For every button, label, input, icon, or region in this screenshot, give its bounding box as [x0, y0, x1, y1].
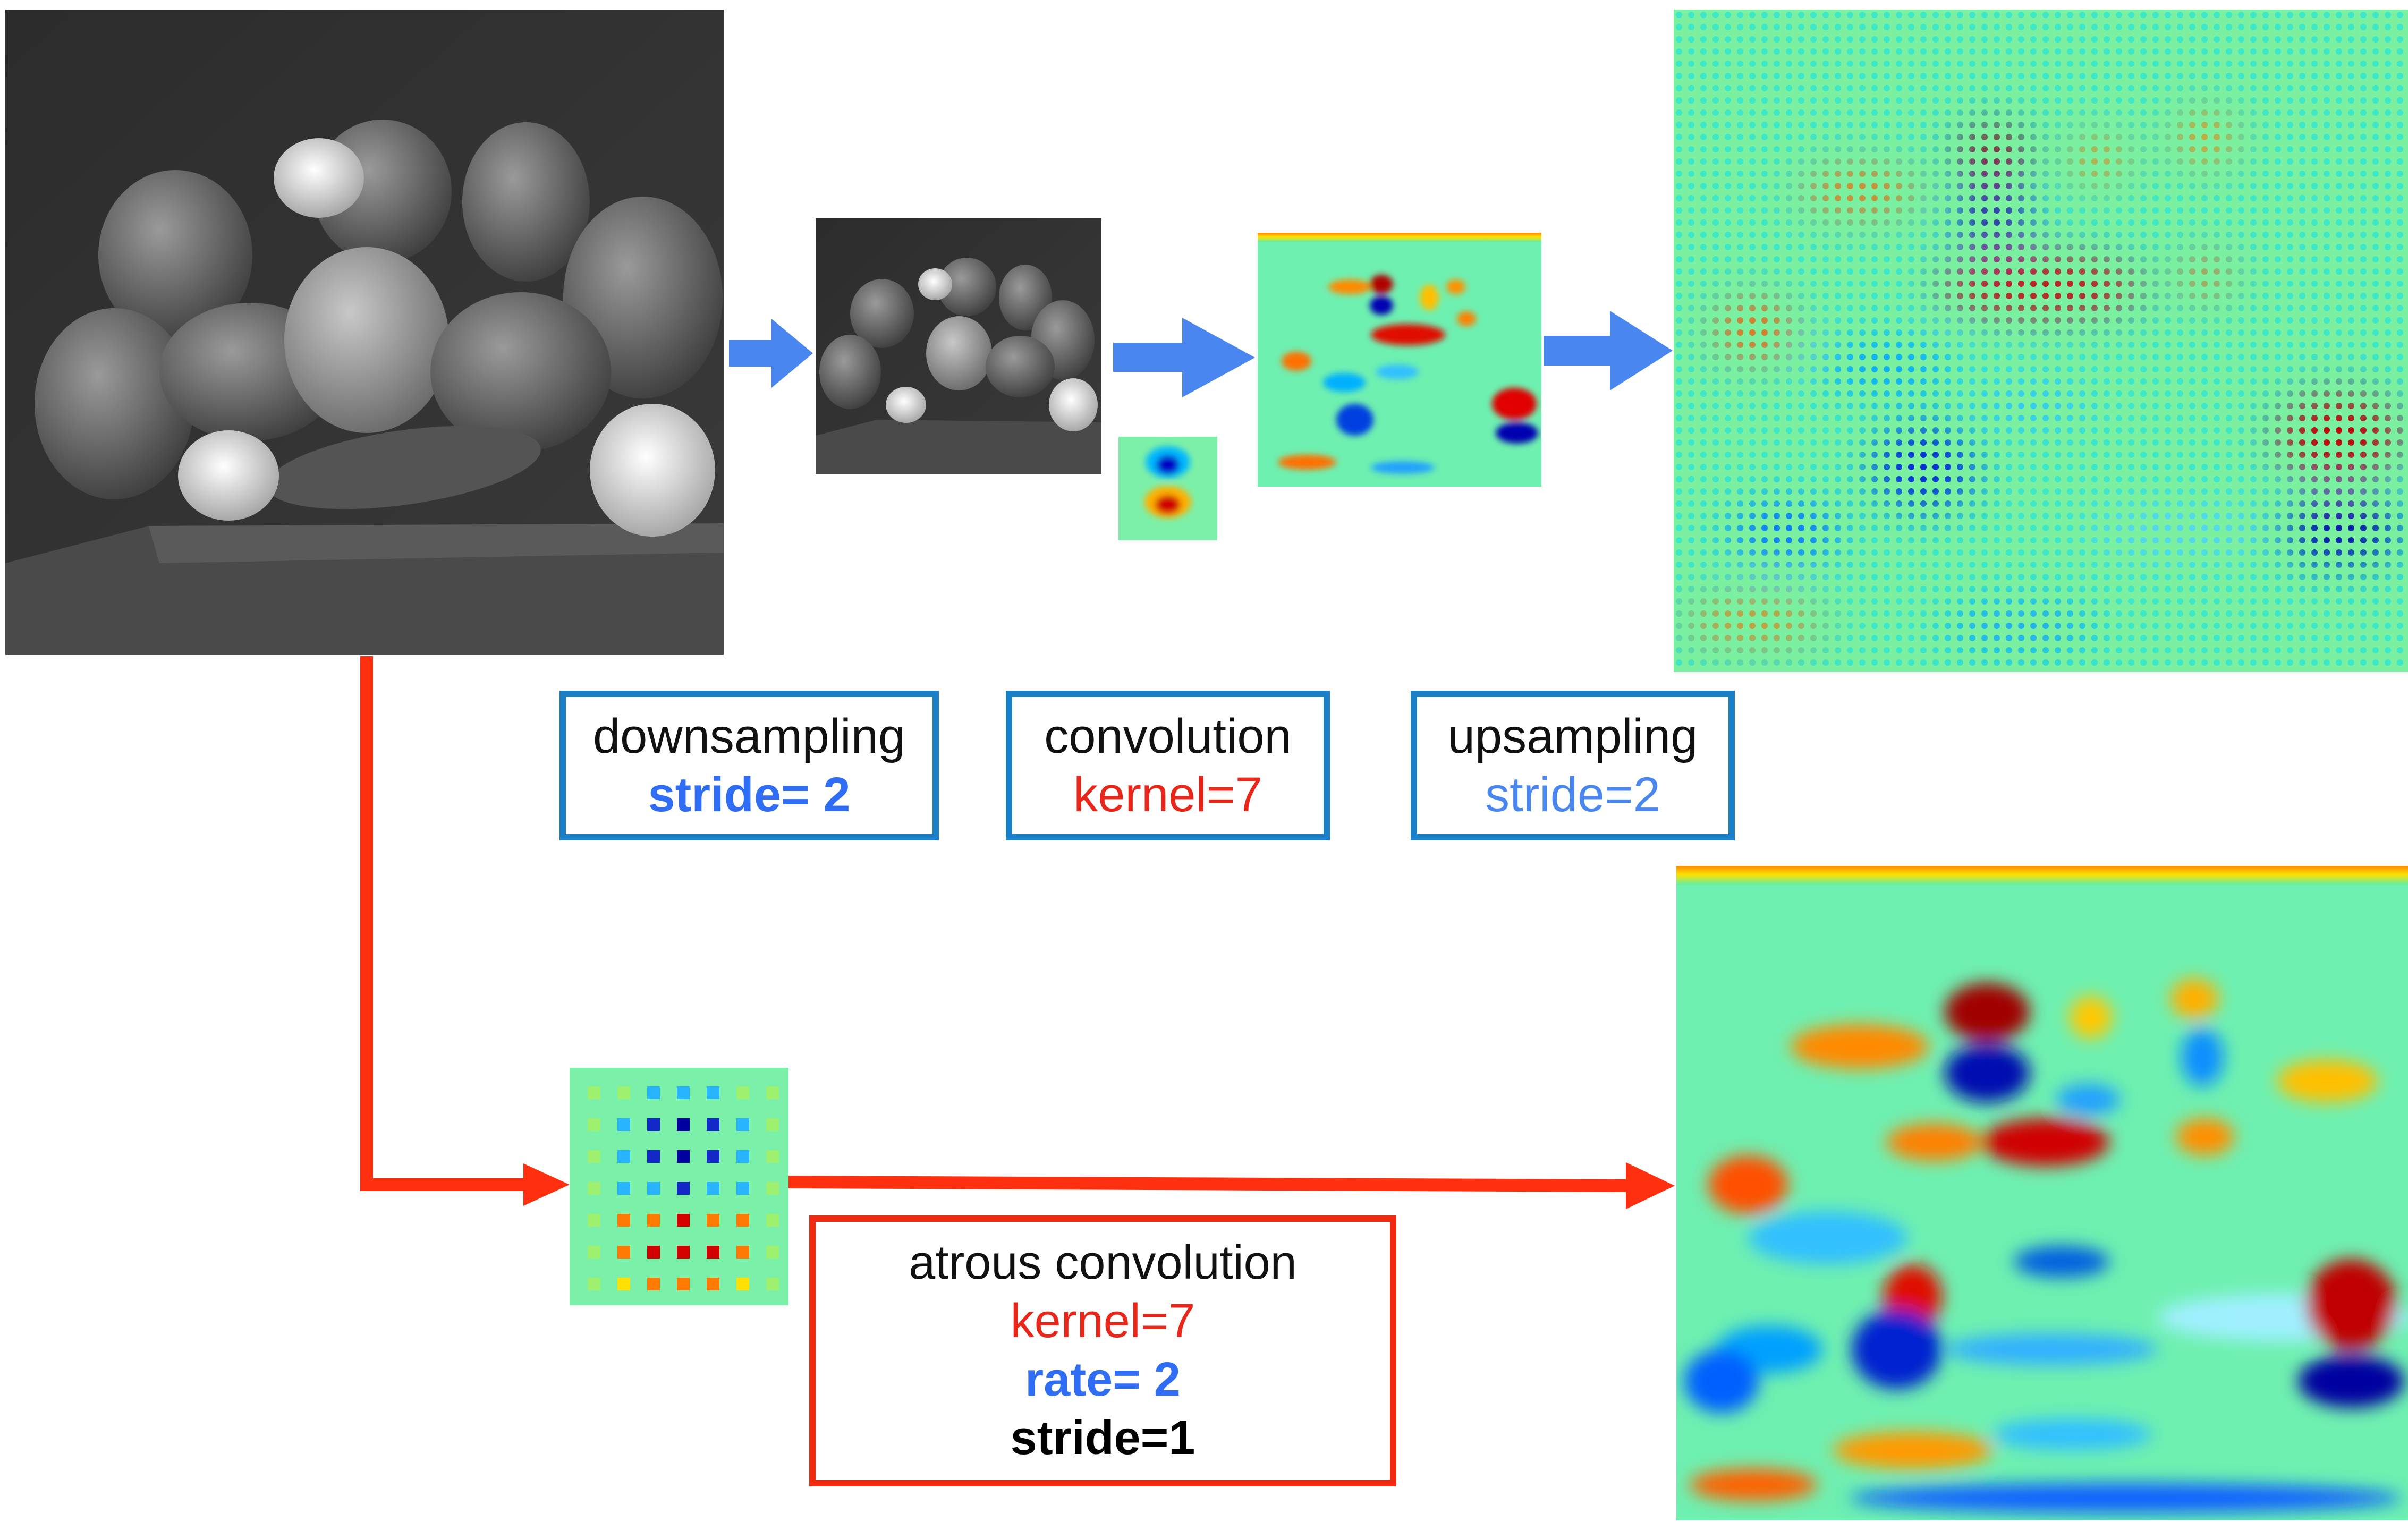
kernel-cell: [588, 1182, 600, 1195]
kernel-cell: [766, 1150, 779, 1163]
convolution-label-box: convolution kernel=7: [1006, 691, 1330, 840]
kernel-cell: [766, 1086, 779, 1099]
small-kernel: [1118, 437, 1217, 540]
convolution-arrow: [1113, 318, 1255, 397]
atrous-kernel: kernel=7: [1010, 1295, 1195, 1348]
kernel-cell: [588, 1118, 600, 1131]
kernel-cell: [707, 1182, 719, 1195]
kernel-cell: [736, 1214, 749, 1227]
kernel-cell: [677, 1150, 690, 1163]
dense-feature-map: [1676, 866, 2408, 1520]
kernel-cell: [617, 1086, 630, 1099]
kernel-cell: [588, 1246, 600, 1259]
kernel-cell: [617, 1182, 630, 1195]
kernel-cell: [736, 1150, 749, 1163]
kernel-cell: [707, 1214, 719, 1227]
kernel-cell: [766, 1182, 779, 1195]
kernel-cell: [677, 1118, 690, 1131]
atrous-path-arrow: [360, 656, 570, 1206]
kernel-cell: [588, 1150, 600, 1163]
upsampling-label-box: upsampling stride=2: [1411, 691, 1735, 840]
kernel-cell: [588, 1278, 600, 1290]
atrous-label-box: atrous convolution kernel=7 rate= 2 stri…: [809, 1216, 1396, 1486]
kernel-cell: [588, 1214, 600, 1227]
atrous-stride: stride=1: [1010, 1411, 1195, 1465]
upsampling-stride: stride=2: [1485, 768, 1660, 822]
kernel-cell: [766, 1118, 779, 1131]
atrous-title: atrous convolution: [909, 1236, 1297, 1290]
kernel-cell: [677, 1086, 690, 1099]
downsampling-stride: stride= 2: [648, 768, 851, 822]
kernel-cell: [617, 1278, 630, 1290]
dilated-kernel: [570, 1068, 788, 1305]
kernel-cell: [588, 1086, 600, 1099]
kernel-cell: [707, 1150, 719, 1163]
low-resolution-feature-map: [1258, 233, 1541, 487]
upsample-arrow: [1544, 311, 1673, 390]
kernel-cell: [766, 1214, 779, 1227]
sparse-upsampled-feature-map: [1674, 10, 2408, 672]
kernel-cell: [677, 1246, 690, 1259]
kernel-cell: [736, 1086, 749, 1099]
kernel-cell: [647, 1086, 660, 1099]
kernel-cell: [736, 1182, 749, 1195]
kernel-cell: [647, 1214, 660, 1227]
upsampling-title: upsampling: [1447, 709, 1698, 763]
kernel-cell: [677, 1278, 690, 1290]
kernel-cell: [647, 1278, 660, 1290]
kernel-cell: [736, 1246, 749, 1259]
kernel-cell: [647, 1118, 660, 1131]
kernel-cell: [766, 1246, 779, 1259]
atrous-rate: rate= 2: [1025, 1353, 1181, 1406]
input-photo: [5, 10, 724, 655]
kernel-cell: [677, 1182, 690, 1195]
convolution-kernel: kernel=7: [1073, 768, 1262, 822]
downsampled-photo: [816, 218, 1101, 474]
kernel-cell: [647, 1246, 660, 1259]
kernel-cell: [617, 1150, 630, 1163]
kernel-cell: [617, 1118, 630, 1131]
kernel-cell: [647, 1150, 660, 1163]
atrous-output-arrow: [788, 1162, 1675, 1209]
kernel-cell: [736, 1278, 749, 1290]
kernel-cell: [707, 1246, 719, 1259]
kernel-cell: [736, 1118, 749, 1131]
convolution-title: convolution: [1044, 709, 1292, 763]
downsampling-title: downsampling: [592, 709, 906, 763]
kernel-cell: [617, 1246, 630, 1259]
downsampling-label-box: downsampling stride= 2: [559, 691, 939, 840]
kernel-cell: [617, 1214, 630, 1227]
kernel-cell: [677, 1214, 690, 1227]
downsample-arrow: [729, 319, 813, 388]
kernel-cell: [766, 1278, 779, 1290]
kernel-cell: [707, 1278, 719, 1290]
kernel-cell: [647, 1182, 660, 1195]
kernel-cell: [707, 1086, 719, 1099]
kernel-cell: [707, 1118, 719, 1131]
